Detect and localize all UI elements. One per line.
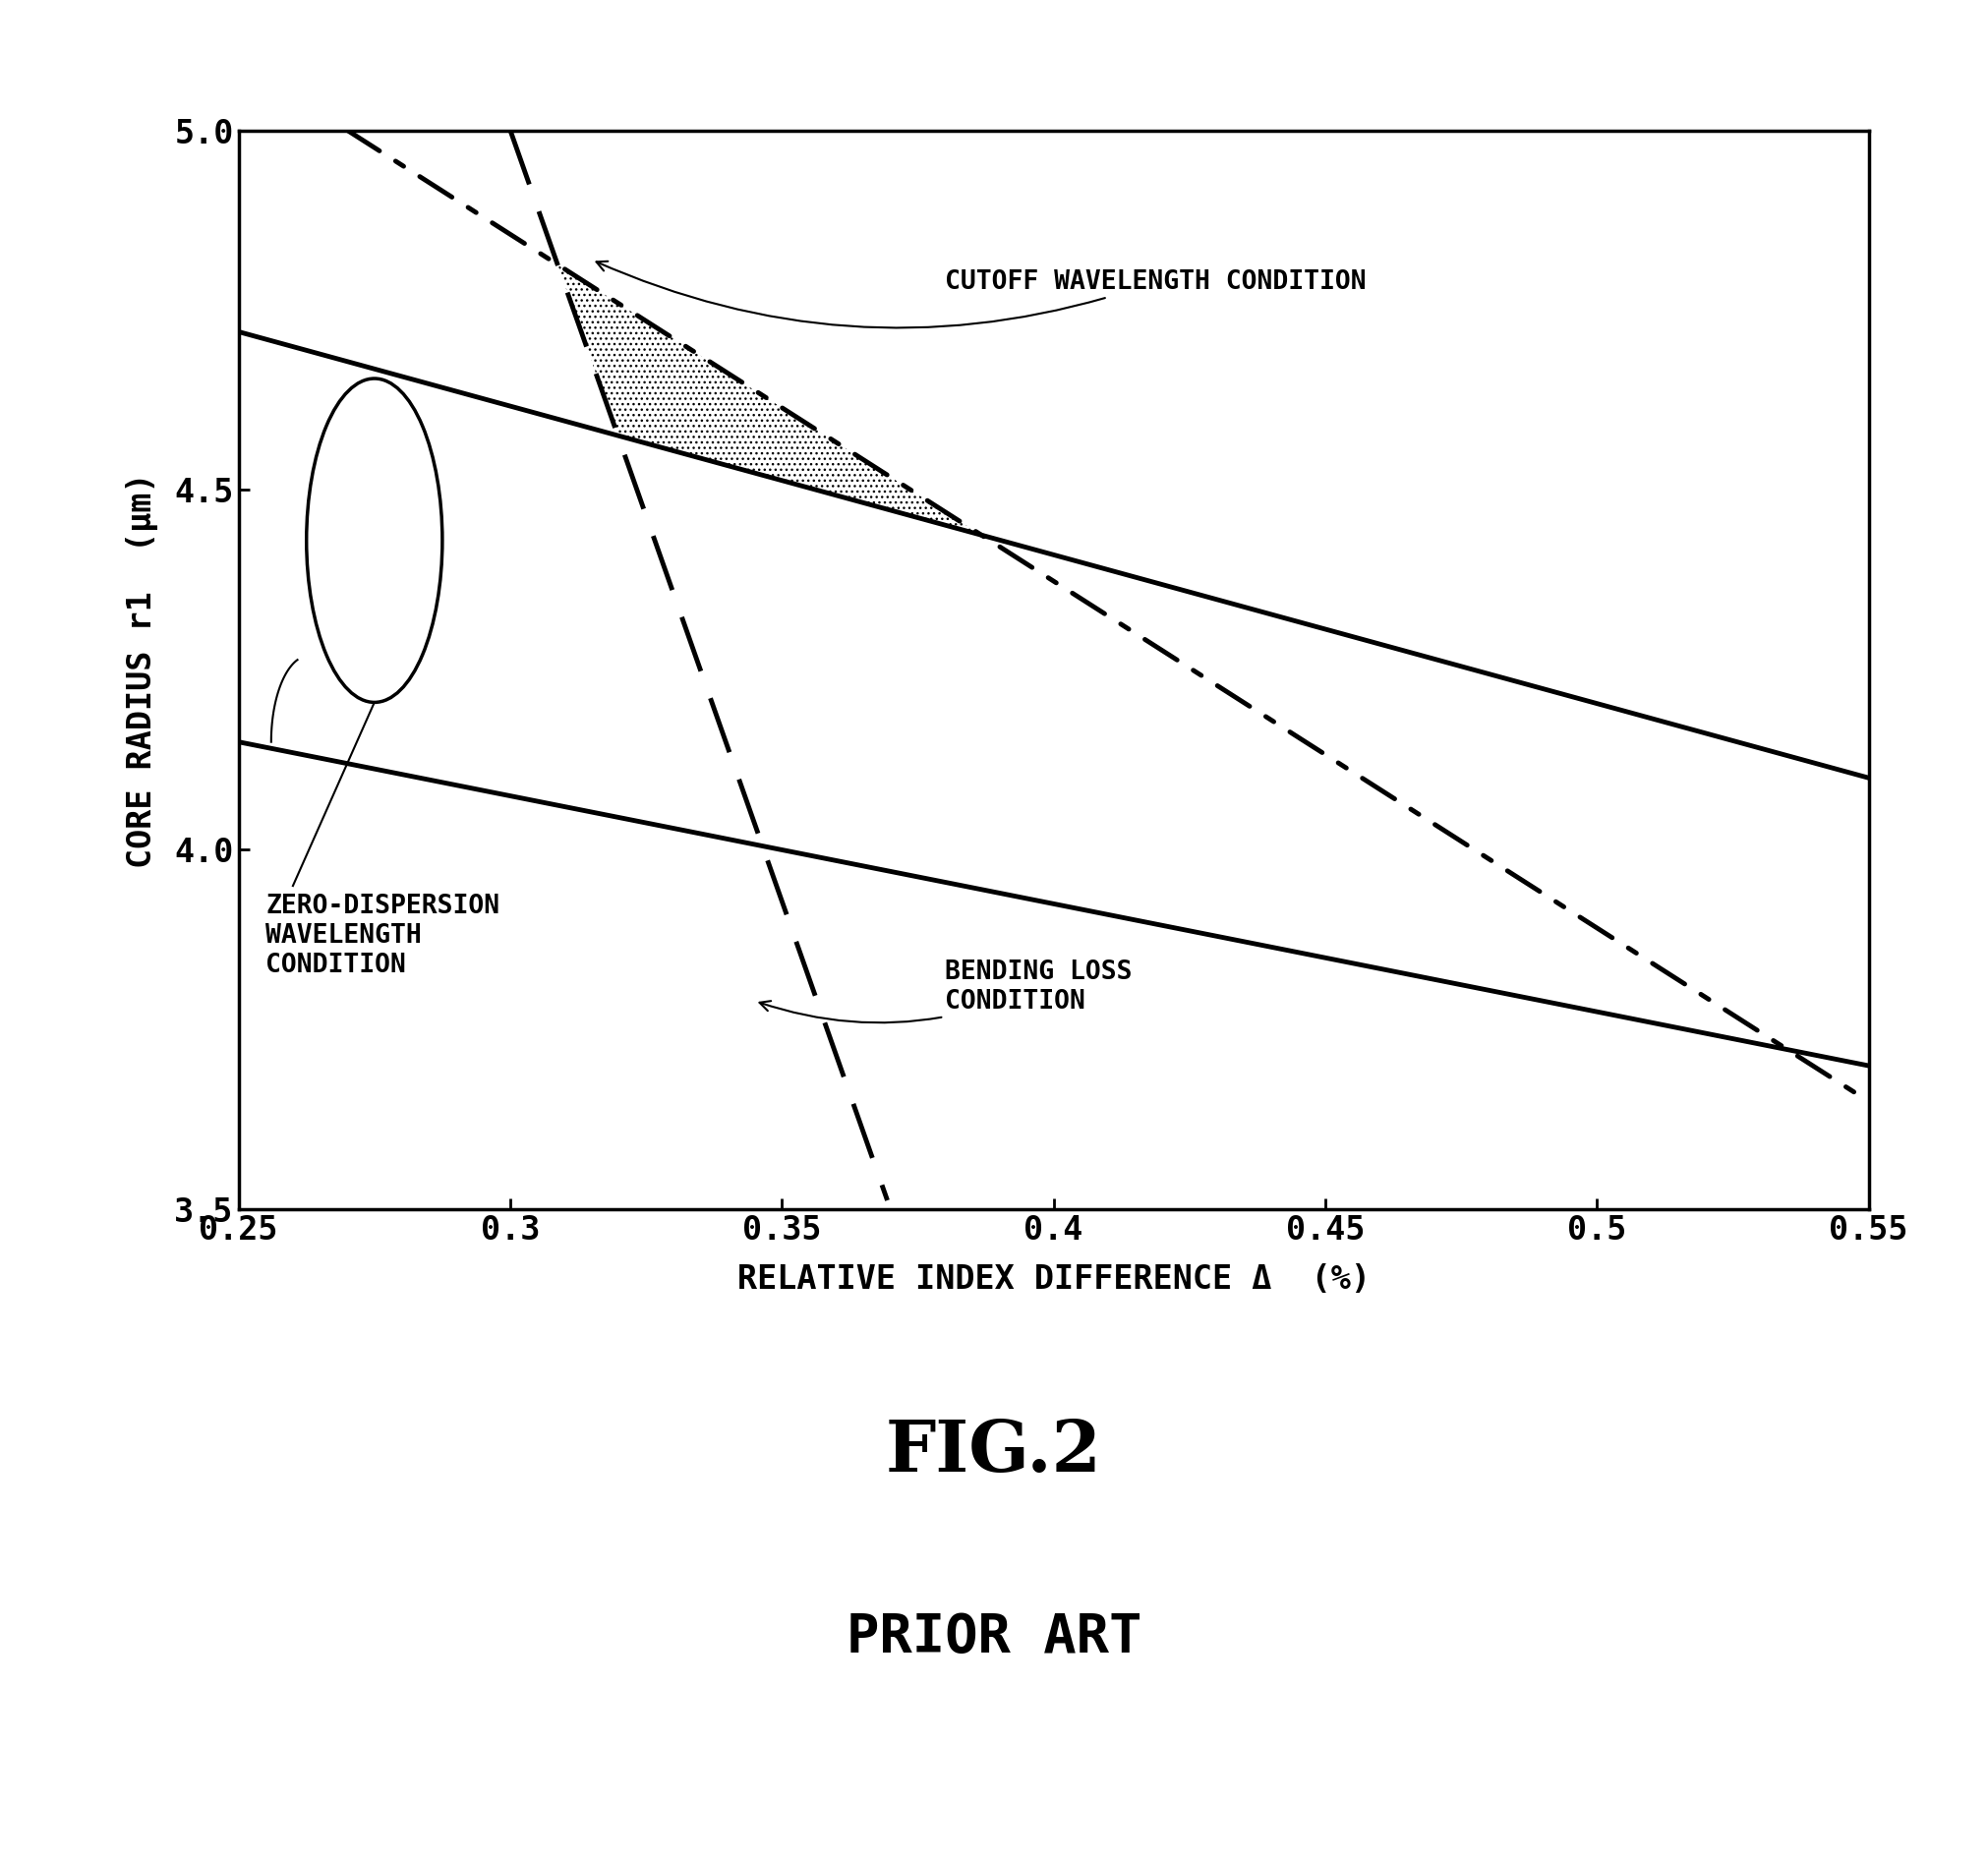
Text: FIG.2: FIG.2 (887, 1416, 1101, 1487)
Polygon shape (557, 264, 982, 536)
Y-axis label: CORE RADIUS r1  (μm): CORE RADIUS r1 (μm) (125, 473, 157, 867)
Text: BENDING LOSS
CONDITION: BENDING LOSS CONDITION (759, 958, 1133, 1024)
Text: ZERO-DISPERSION
WAVELENGTH
CONDITION: ZERO-DISPERSION WAVELENGTH CONDITION (266, 893, 499, 979)
Polygon shape (557, 264, 982, 536)
Text: PRIOR ART: PRIOR ART (847, 1612, 1141, 1664)
X-axis label: RELATIVE INDEX DIFFERENCE Δ  (%): RELATIVE INDEX DIFFERENCE Δ (%) (738, 1264, 1370, 1295)
Text: CUTOFF WAVELENGTH CONDITION: CUTOFF WAVELENGTH CONDITION (596, 261, 1366, 328)
